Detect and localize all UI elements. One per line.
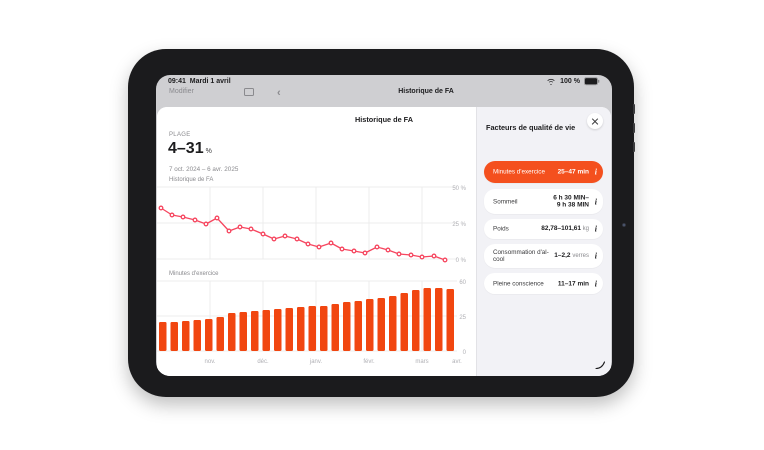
svg-text:nov.: nov. [205, 359, 216, 365]
svg-text:avr.: avr. [452, 359, 462, 365]
svg-text:janv.: janv. [309, 359, 323, 365]
svg-text:0 %: 0 % [456, 258, 467, 264]
svg-text:mars: mars [415, 359, 428, 365]
svg-text:50 %: 50 % [452, 186, 466, 192]
svg-text:60: 60 [459, 280, 466, 286]
svg-text:25 %: 25 % [452, 222, 466, 228]
svg-text:0: 0 [463, 350, 467, 356]
svg-text:25: 25 [459, 315, 466, 321]
svg-text:févr.: févr. [363, 359, 375, 365]
svg-text:déc.: déc. [257, 359, 269, 365]
